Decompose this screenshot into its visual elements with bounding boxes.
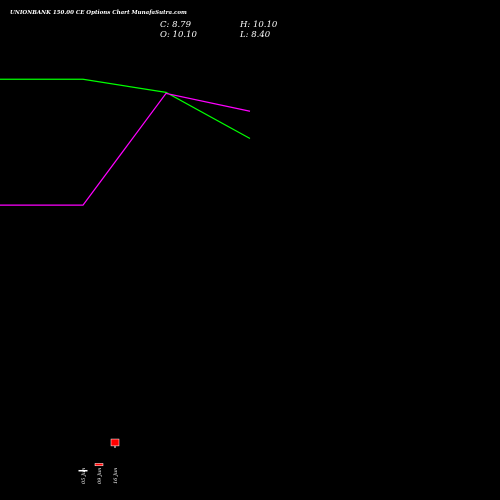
candle-body-1: [78, 469, 88, 472]
x-tick-label: 05 Jun: [81, 468, 87, 484]
high-value: H: 10.10: [240, 20, 278, 30]
candle-body-3: [110, 438, 120, 447]
chart-title: UNIONBANK 150.00 CE Options Chart Munafa…: [10, 10, 187, 16]
overlay-line-2: [0, 92, 251, 206]
close-value: C: 8.79: [160, 20, 191, 30]
candle-body-2: [94, 463, 104, 467]
overlay-line-1: [0, 78, 251, 140]
x-tick-label: 09 Jun: [97, 468, 103, 484]
open-value: O: 10.10: [160, 30, 197, 40]
x-tick-label: 16 Jun: [113, 468, 119, 484]
low-value: L: 8.40: [240, 30, 271, 40]
